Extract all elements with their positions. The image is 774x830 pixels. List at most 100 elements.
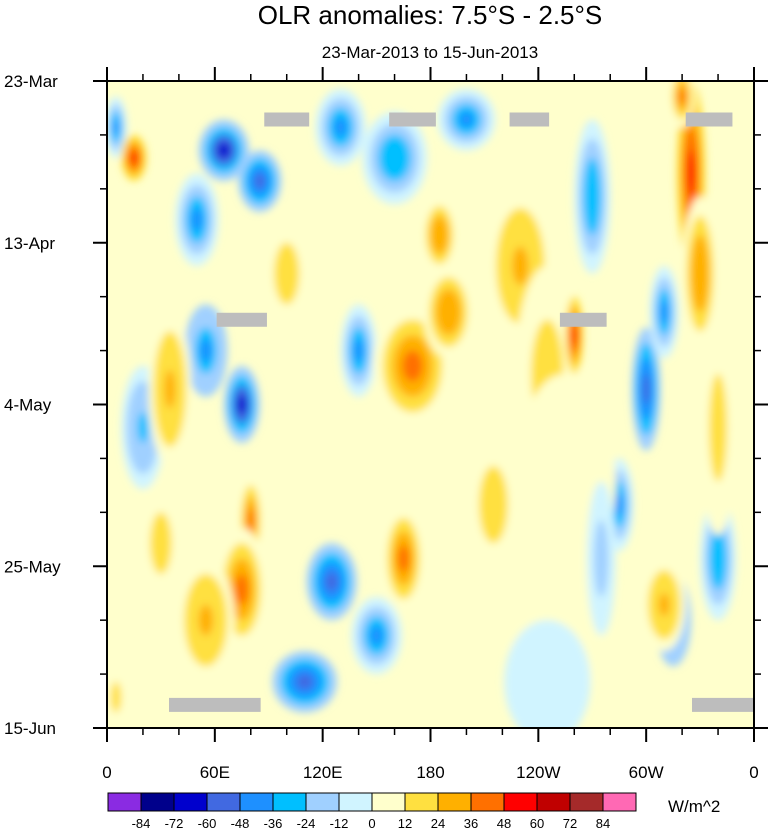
anomaly-feature bbox=[184, 304, 228, 397]
colorbar-swatch bbox=[569, 792, 604, 812]
anomaly-contour bbox=[552, 454, 578, 509]
anomaly-contour bbox=[678, 88, 686, 105]
anomaly-feature bbox=[351, 597, 402, 675]
anomaly-contour bbox=[660, 300, 668, 324]
anomaly-contour bbox=[615, 493, 623, 517]
colorbar-swatch bbox=[107, 792, 142, 812]
anomaly-feature bbox=[437, 88, 496, 151]
colorbar-level-label: -36 bbox=[264, 816, 283, 830]
colorbar-level-label: 84 bbox=[596, 816, 610, 830]
anomaly-feature bbox=[175, 173, 219, 266]
anomaly-feature bbox=[107, 635, 138, 728]
anomaly-contour bbox=[191, 208, 203, 232]
colorbar-swatch bbox=[305, 792, 340, 812]
colorbar-swatch bbox=[272, 792, 307, 812]
anomaly-contour bbox=[235, 573, 249, 605]
missing-data-segment bbox=[264, 112, 310, 127]
x-axis: 0 60E 120E 180 120W 60W 0 bbox=[102, 67, 759, 782]
anomaly-feature bbox=[306, 543, 357, 621]
anomaly-contour bbox=[200, 339, 212, 363]
colorbar-swatch bbox=[404, 792, 439, 812]
anomaly-contour bbox=[130, 152, 138, 164]
anomaly-feature bbox=[148, 312, 192, 467]
anomaly-contour bbox=[587, 177, 597, 216]
anomaly-contour bbox=[334, 117, 347, 137]
anomaly-contour bbox=[597, 539, 605, 578]
anomaly-feature bbox=[586, 481, 616, 636]
anomaly-contour bbox=[155, 527, 167, 559]
anomaly-feature bbox=[700, 496, 737, 621]
anomaly-contour bbox=[296, 674, 313, 690]
colorbar-level-label: 72 bbox=[563, 816, 577, 830]
anomaly-feature bbox=[649, 265, 679, 359]
x-tick-label: 0 bbox=[102, 763, 111, 782]
anomaly-contour bbox=[642, 373, 650, 405]
missing-data-segment bbox=[216, 312, 267, 327]
anomaly-feature bbox=[139, 481, 183, 605]
colorbar-swatch bbox=[536, 792, 571, 812]
missing-data-segment bbox=[685, 112, 733, 127]
anomaly-contour bbox=[536, 666, 559, 698]
colorbar-swatch bbox=[470, 792, 505, 812]
y-axis: 23-Mar 13-Apr 4-May 25-May 15-Jun bbox=[4, 72, 768, 738]
anomaly-feature bbox=[631, 327, 661, 451]
missing-data-segment bbox=[691, 697, 754, 712]
anomaly-feature bbox=[574, 119, 611, 274]
plot-area bbox=[106, 80, 755, 729]
anomaly-contour bbox=[687, 150, 695, 197]
colorbar-swatch bbox=[437, 792, 472, 812]
colorbar-swatch bbox=[371, 792, 406, 812]
anomaly-contour bbox=[442, 300, 455, 324]
anomaly-contour bbox=[512, 246, 529, 286]
missing-data-segment bbox=[169, 697, 261, 712]
missing-data-segment bbox=[509, 112, 550, 127]
colorbar-level-label: 24 bbox=[431, 816, 445, 830]
anomaly-contour bbox=[486, 485, 501, 524]
anomaly-contour bbox=[325, 572, 338, 592]
anomaly-contour bbox=[113, 119, 119, 135]
colorbar: -84 -72 -60 -48 -36 -24 -12 0 12 24 36 48 60 72 84 bbox=[107, 792, 637, 830]
anomaly-feature bbox=[198, 119, 249, 182]
anomaly-contour bbox=[658, 593, 670, 617]
anomaly-feature bbox=[261, 211, 312, 336]
chart-subtitle: 23-Mar-2013 to 15-Jun-2013 bbox=[322, 43, 538, 62]
anomaly-contour bbox=[713, 400, 723, 455]
anomaly-contour bbox=[137, 412, 149, 444]
anomaly-contour bbox=[572, 325, 577, 345]
anomaly-contour bbox=[695, 254, 705, 293]
colorbar-swatch bbox=[602, 792, 637, 812]
anomaly-contour bbox=[434, 225, 444, 245]
x-tick-label: 60W bbox=[629, 763, 664, 782]
colorbar-level-label: 48 bbox=[497, 816, 511, 830]
colorbar-level-label: 12 bbox=[398, 816, 412, 830]
chart-title: OLR anomalies: 7.5°S - 2.5°S bbox=[258, 0, 603, 30]
anomaly-contour bbox=[542, 577, 570, 632]
x-tick-label: 60E bbox=[200, 763, 230, 782]
anomaly-feature bbox=[423, 265, 474, 359]
anomaly-contour bbox=[110, 681, 122, 713]
missing-data-segment bbox=[559, 312, 607, 327]
x-tick-label: 120E bbox=[303, 763, 343, 782]
anomaly-contour bbox=[237, 394, 247, 415]
anomaly-feature bbox=[107, 96, 127, 159]
x-tick-label: 0 bbox=[749, 763, 758, 782]
colorbar-level-label: -48 bbox=[231, 816, 250, 830]
y-tick-label: 4-May bbox=[4, 396, 52, 415]
y-tick-label: 15-Jun bbox=[4, 719, 56, 738]
anomaly-contour bbox=[402, 350, 423, 382]
x-tick-label: 180 bbox=[416, 763, 444, 782]
anomaly-feature bbox=[642, 558, 686, 651]
anomaly-feature bbox=[464, 427, 523, 582]
colorbar-level-label: -60 bbox=[198, 816, 217, 830]
anomaly-field bbox=[107, 81, 737, 728]
colorbar-swatch bbox=[173, 792, 208, 812]
anomaly-feature bbox=[238, 150, 282, 212]
colorbar-level-label: 0 bbox=[368, 816, 375, 830]
colorbar-level-label: -84 bbox=[132, 816, 151, 830]
anomaly-feature bbox=[223, 365, 260, 444]
anomaly-contour bbox=[370, 625, 383, 646]
anomaly-feature bbox=[381, 504, 426, 613]
y-tick-label: 23-Mar bbox=[4, 72, 58, 91]
anomaly-contour bbox=[198, 604, 214, 636]
anomaly-contour bbox=[459, 111, 474, 128]
